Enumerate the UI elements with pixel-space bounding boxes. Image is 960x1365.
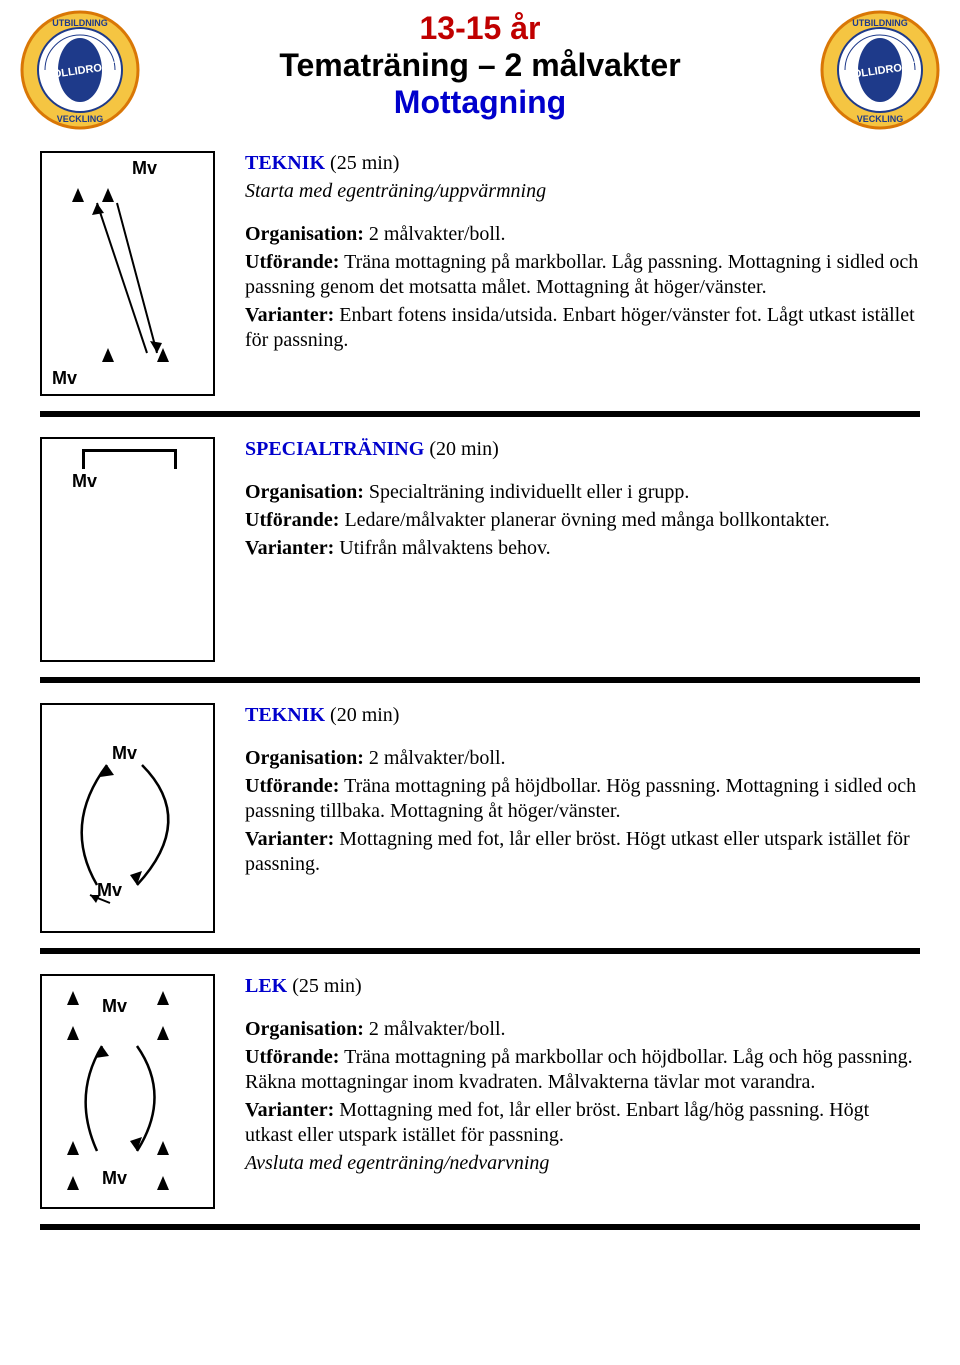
page-header: UTBILDNING VECKLING BOLLIDROTT UTBILDNIN… [40,10,920,121]
org-label: Organisation: [245,1018,364,1040]
var-label: Varianter: [245,304,334,326]
svg-text:UTBILDNING: UTBILDNING [852,18,908,28]
utf-label: Utförande: [245,1046,339,1068]
var-text: Mottagning med fot, lår eller bröst. Hög… [245,828,910,875]
lead-in: Starta med egenträning/uppvärmning [245,180,546,202]
var-label: Varianter: [245,1099,334,1121]
diagram-4: Mv Mv [40,974,215,1209]
diagram-2: Mv [40,437,215,662]
diagram-lines [42,705,213,931]
diagram-lines [42,153,213,394]
var-label: Varianter: [245,828,334,850]
divider [40,948,920,954]
utf-label: Utförande: [245,509,339,531]
duration: (25 min) [287,975,361,997]
section-title: LEK [245,975,287,997]
diagram-lines [42,976,213,1207]
section-teknik-2: Mv Mv TEKNIK (20 min) Organisation: 2 må… [40,703,920,933]
org-label: Organisation: [245,223,364,245]
section-teknik-1: Mv Mv TEKNIK (25 min) Starta med egenträ… [40,151,920,396]
utf-text: Träna mottagning på höjdbollar. Hög pass… [245,775,916,822]
section-3-text: TEKNIK (20 min) Organisation: 2 målvakte… [245,703,920,880]
utf-label: Utförande: [245,251,339,273]
var-text: Mottagning med fot, lår eller bröst. Enb… [245,1099,869,1146]
utf-text: Ledare/målvakter planerar övning med mån… [339,509,829,531]
diagram-3: Mv Mv [40,703,215,933]
org-text: 2 målvakter/boll. [364,223,506,245]
org-label: Organisation: [245,747,364,769]
duration: (20 min) [325,704,399,726]
section-title: TEKNIK [245,152,325,174]
var-label: Varianter: [245,537,334,559]
divider [40,1224,920,1230]
var-text: Enbart fotens insida/utsida. Enbart höge… [245,304,915,351]
goal-icon [82,449,177,469]
svg-text:UTBILDNING: UTBILDNING [52,18,108,28]
divider [40,677,920,683]
svg-text:VECKLING: VECKLING [57,114,104,124]
svg-text:VECKLING: VECKLING [857,114,904,124]
duration: (25 min) [325,152,399,174]
org-label: Organisation: [245,481,364,503]
section-4-text: LEK (25 min) Organisation: 2 målvakter/b… [245,974,920,1179]
title-sub: Mottagning [40,84,920,121]
duration: (20 min) [424,438,498,460]
var-text: Utifrån målvaktens behov. [334,537,550,559]
diagram-1: Mv Mv [40,151,215,396]
utf-text: Träna mottagning på markbollar och höjdb… [245,1046,913,1093]
org-text: 2 målvakter/boll. [364,1018,506,1040]
section-2-text: SPECIALTRÄNING (20 min) Organisation: Sp… [245,437,920,564]
mv-label: Mv [72,471,97,492]
closing: Avsluta med egenträning/nedvarvning [245,1152,549,1174]
utf-label: Utförande: [245,775,339,797]
org-text: 2 målvakter/boll. [364,747,506,769]
title-age: 13-15 år [40,10,920,47]
logo-left: UTBILDNING VECKLING BOLLIDROTT [20,10,140,130]
section-specialtraning: Mv SPECIALTRÄNING (20 min) Organisation:… [40,437,920,662]
utf-text: Träna mottagning på markbollar. Låg pass… [245,251,918,298]
logo-right: UTBILDNING VECKLING BOLLIDROTT [820,10,940,130]
divider [40,411,920,417]
title-main: Tematräning – 2 målvakter [40,47,920,84]
section-title: SPECIALTRÄNING [245,438,424,460]
section-title: TEKNIK [245,704,325,726]
org-text: Specialträning individuellt eller i grup… [364,481,689,503]
section-1-text: TEKNIK (25 min) Starta med egenträning/u… [245,151,920,356]
section-lek: Mv Mv LEK (25 min) Organisation: 2 målva… [40,974,920,1209]
